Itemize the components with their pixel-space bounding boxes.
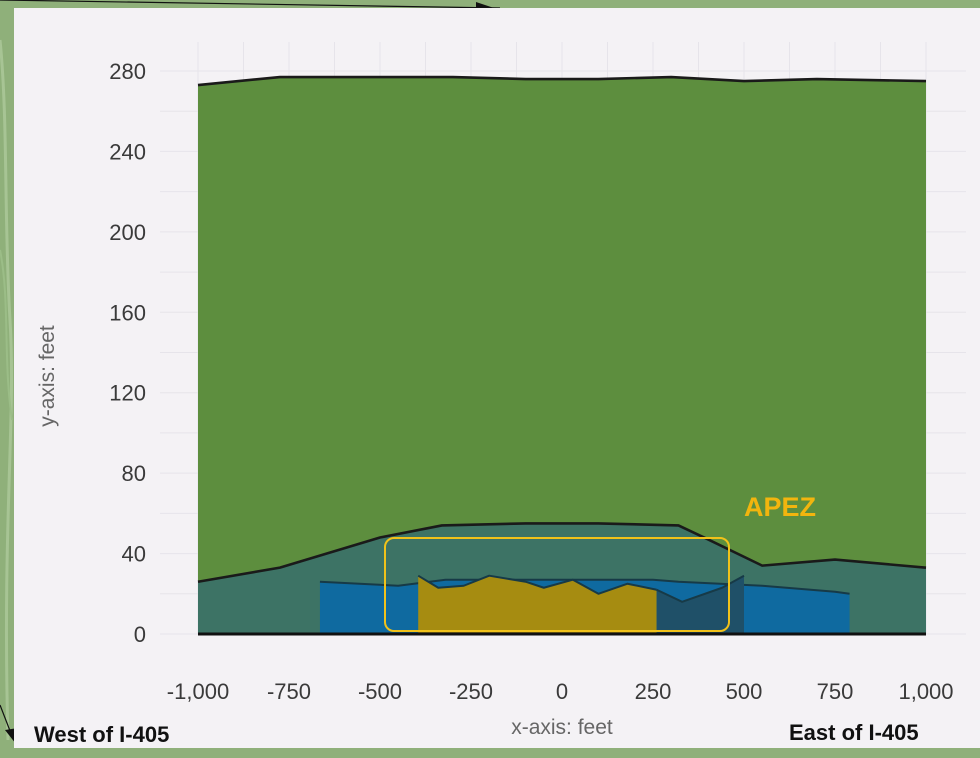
x-tick-label: -250 [449, 679, 493, 704]
apez-label: APEZ [744, 492, 817, 522]
series-outline-blue [319, 578, 850, 595]
x-tick-label: 500 [726, 679, 763, 704]
x-tick-label: -500 [358, 679, 402, 704]
area-series-gold [418, 575, 657, 634]
y-tick-label: 200 [109, 220, 146, 245]
east-label: East of I-405 [789, 720, 919, 745]
series-outline-green [197, 75, 927, 87]
y-axis-title: y-axis: feet [36, 325, 59, 427]
series-layer [197, 75, 927, 634]
x-tick-label: 0 [556, 679, 568, 704]
x-tick-label: -750 [267, 679, 311, 704]
area-series-green [198, 77, 926, 634]
y-tick-label: 280 [109, 59, 146, 84]
x-axis-title: x-axis: feet [511, 716, 613, 739]
y-tick-label: 120 [109, 381, 146, 406]
x-tick-layer: -1,000 -750 -500 -250 0 250 500 750 1,000 [167, 679, 954, 704]
y-tick-layer: 0 40 80 120 160 200 240 280 [109, 59, 146, 647]
series-outline-darkblue [656, 574, 745, 603]
y-tick-label: 80 [122, 461, 146, 486]
x-tick-label: 250 [635, 679, 672, 704]
west-label: West of I-405 [34, 722, 170, 747]
y-tick-label: 0 [134, 622, 146, 647]
series-outline-gold [417, 574, 657, 595]
apez-highlight-box [384, 537, 730, 632]
x-tick-label: 1,000 [898, 679, 953, 704]
series-outline-teal [197, 522, 927, 584]
area-series-darkblue [656, 575, 744, 634]
y-tick-label: 160 [109, 300, 146, 325]
x-tick-label: 750 [817, 679, 854, 704]
x-tick-label: -1,000 [167, 679, 229, 704]
y-tick-label: 40 [122, 542, 146, 567]
y-tick-label: 240 [109, 139, 146, 164]
